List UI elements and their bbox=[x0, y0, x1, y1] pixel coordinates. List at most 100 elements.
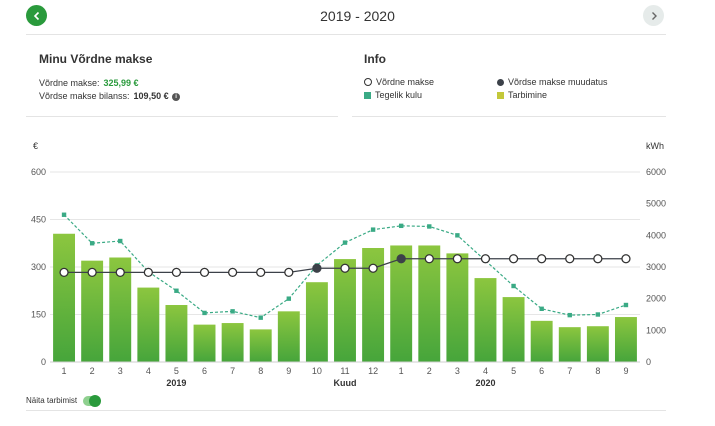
right-tick-label: 4000 bbox=[646, 230, 666, 240]
month-tick-label: 3 bbox=[118, 366, 123, 376]
payment-change-point bbox=[312, 263, 322, 273]
equal-payment-label: Võrdne makse: bbox=[39, 78, 100, 88]
legend-label: Tegelik kulu bbox=[375, 90, 423, 100]
balance-label: Võrdse makse bilanss: bbox=[39, 91, 130, 101]
equal-payment-point bbox=[115, 267, 125, 278]
month-tick-label: 5 bbox=[174, 366, 179, 376]
filled-circle-icon bbox=[497, 78, 504, 86]
info-title: Info bbox=[364, 52, 386, 66]
consumption-bar bbox=[390, 245, 413, 362]
square-icon bbox=[364, 91, 371, 99]
month-tick-label: 7 bbox=[567, 366, 572, 376]
consumption-bar bbox=[558, 327, 581, 362]
actual-cost-point bbox=[539, 306, 544, 311]
info-divider bbox=[352, 116, 666, 117]
month-tick-label: 3 bbox=[455, 366, 460, 376]
equal-payment-point bbox=[480, 254, 491, 264]
consumption-bar bbox=[362, 248, 385, 362]
month-tick-label: 8 bbox=[258, 366, 263, 376]
equal-payment-point bbox=[593, 254, 603, 264]
prev-period-button[interactable] bbox=[26, 5, 47, 26]
consumption-bar bbox=[334, 259, 356, 362]
legend-equal-payment: Võrdne makse bbox=[364, 77, 434, 87]
equal-payment-point bbox=[87, 267, 97, 278]
consumption-bar bbox=[418, 245, 441, 362]
month-tick-label: 9 bbox=[286, 366, 291, 376]
month-tick-label: 8 bbox=[595, 366, 600, 376]
actual-cost-point bbox=[118, 238, 123, 244]
equal-payment-point bbox=[621, 254, 631, 264]
month-tick-label: 4 bbox=[483, 366, 488, 376]
month-tick-label: 10 bbox=[312, 366, 322, 376]
month-tick-label: 6 bbox=[202, 366, 207, 376]
actual-cost-point bbox=[258, 315, 263, 320]
month-tick-label: 4 bbox=[146, 366, 151, 376]
actual-cost-point bbox=[286, 296, 292, 301]
equal-payment-point bbox=[537, 254, 547, 264]
info-icon[interactable]: i bbox=[172, 92, 181, 101]
actual-cost-point bbox=[398, 223, 404, 229]
equal-payment-point bbox=[452, 254, 463, 264]
left-tick-label: 0 bbox=[41, 357, 46, 367]
left-unit-label: € bbox=[33, 141, 38, 151]
actual-cost-point bbox=[230, 309, 235, 314]
right-tick-label: 6000 bbox=[646, 167, 666, 177]
equal-payment-point bbox=[424, 254, 434, 264]
legend-payment-change: Võrdse makse muudatus bbox=[497, 77, 608, 87]
equal-payment-point bbox=[143, 267, 153, 278]
show-consumption-toggle[interactable] bbox=[83, 395, 101, 407]
consumption-bar bbox=[221, 323, 244, 362]
actual-cost-point bbox=[61, 212, 67, 217]
balance-row: Võrdse makse bilanss: 109,50 € i bbox=[39, 91, 181, 101]
equal-payment-point bbox=[59, 267, 69, 278]
consumption-bar bbox=[249, 329, 272, 362]
consumption-bar bbox=[53, 233, 76, 362]
show-consumption-label: Näita tarbimist bbox=[26, 396, 78, 405]
right-tick-label: 2000 bbox=[646, 294, 666, 304]
equal-payment-point bbox=[227, 267, 238, 278]
legend-label: Tarbimine bbox=[508, 90, 548, 100]
summary-title: Minu Võrdne makse bbox=[39, 52, 153, 66]
toggle-knob bbox=[89, 395, 101, 407]
right-unit-label: kWh bbox=[646, 141, 664, 151]
actual-cost-point bbox=[511, 283, 516, 289]
consumption-bar bbox=[81, 260, 104, 362]
equal-payment-point bbox=[171, 267, 182, 278]
equal-payment-point bbox=[368, 263, 378, 273]
year-label: 2019 bbox=[166, 378, 186, 388]
actual-cost-point bbox=[427, 224, 432, 229]
equal-payment-point bbox=[508, 254, 519, 264]
month-tick-label: 11 bbox=[340, 366, 349, 376]
actual-cost-point bbox=[89, 241, 95, 246]
equal-payment-value: 325,99 € bbox=[103, 78, 139, 88]
balance-value: 109,50 € bbox=[133, 91, 169, 101]
equal-payment-point bbox=[199, 267, 210, 278]
consumption-bar bbox=[502, 297, 525, 362]
payment-change-point bbox=[396, 254, 406, 264]
next-period-button[interactable] bbox=[643, 5, 664, 26]
year-label: 2020 bbox=[475, 378, 495, 388]
month-tick-label: 1 bbox=[62, 366, 67, 376]
chevron-left-icon bbox=[33, 11, 39, 20]
consumption-bar bbox=[109, 257, 132, 362]
month-tick-label: 1 bbox=[399, 366, 404, 376]
right-tick-label: 5000 bbox=[646, 199, 666, 209]
consumption-bar bbox=[305, 282, 328, 362]
actual-cost-point bbox=[202, 310, 207, 316]
month-tick-label: 2 bbox=[90, 366, 95, 376]
actual-cost-point bbox=[342, 240, 348, 245]
equal-payment-point bbox=[284, 267, 294, 278]
header-divider bbox=[26, 34, 666, 35]
x-axis-title: Kuud bbox=[334, 378, 357, 388]
equal-payment-point bbox=[565, 254, 575, 264]
actual-cost-point bbox=[174, 288, 179, 293]
consumption-cost-chart: € kWh015030045060001000200030004000500060… bbox=[31, 141, 666, 388]
month-tick-label: 5 bbox=[511, 366, 516, 376]
consumption-bar bbox=[586, 326, 609, 362]
actual-cost-point bbox=[455, 233, 460, 238]
consumption-bar bbox=[193, 324, 216, 362]
legend-label: Võrdne makse bbox=[376, 77, 435, 87]
square-icon bbox=[497, 91, 504, 99]
consumption-bar bbox=[277, 311, 300, 362]
footer-divider bbox=[26, 410, 666, 411]
